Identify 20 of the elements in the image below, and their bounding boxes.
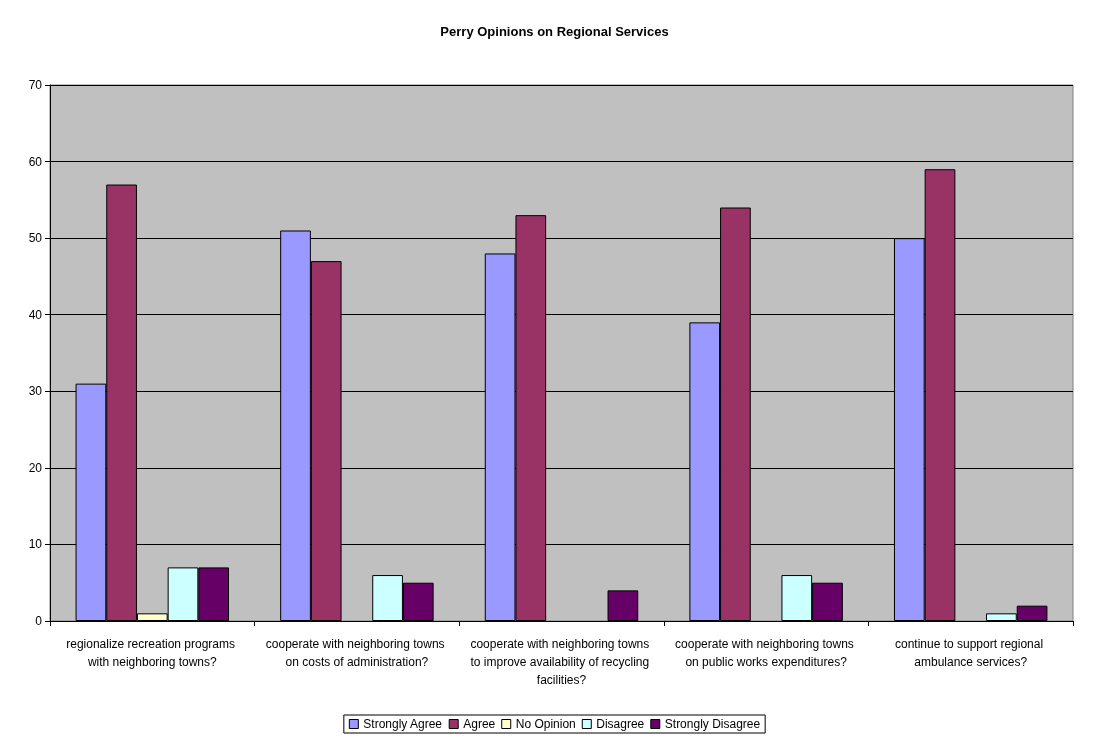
chart-title: Perry Opinions on Regional Services bbox=[440, 24, 669, 39]
x-tick-label: cooperate with neighboring towns on public works expenditures? bbox=[675, 637, 858, 669]
legend-label: Disagree bbox=[596, 717, 645, 731]
x-tick-label: cooperate with neighboring towns on costs of administration? bbox=[265, 637, 448, 669]
x-tick-label: regionalize recreation programs with neighboring towns? bbox=[66, 637, 239, 669]
x-tick-label: continue to support regional ambulance services? bbox=[894, 637, 1047, 669]
y-tick-label: 0 bbox=[35, 614, 43, 628]
bar bbox=[607, 590, 639, 621]
y-tick-label: 70 bbox=[28, 78, 43, 92]
legend-label: Agree bbox=[463, 717, 496, 731]
legend-label: Strongly Disagree bbox=[664, 717, 761, 731]
y-tick-label: 10 bbox=[28, 537, 43, 552]
legend-label: No Opinion bbox=[515, 717, 576, 731]
y-tick-label: 20 bbox=[28, 460, 43, 475]
y-tick-label: 50 bbox=[28, 231, 43, 246]
x-tick-label: cooperate with neighboring towns to improve availability of recycling facilities? bbox=[470, 637, 653, 687]
y-tick-label: 60 bbox=[28, 154, 43, 169]
legend-label: Strongly Agree bbox=[363, 717, 443, 731]
y-tick-label: 40 bbox=[28, 307, 43, 322]
y-tick-label: 30 bbox=[28, 384, 43, 399]
